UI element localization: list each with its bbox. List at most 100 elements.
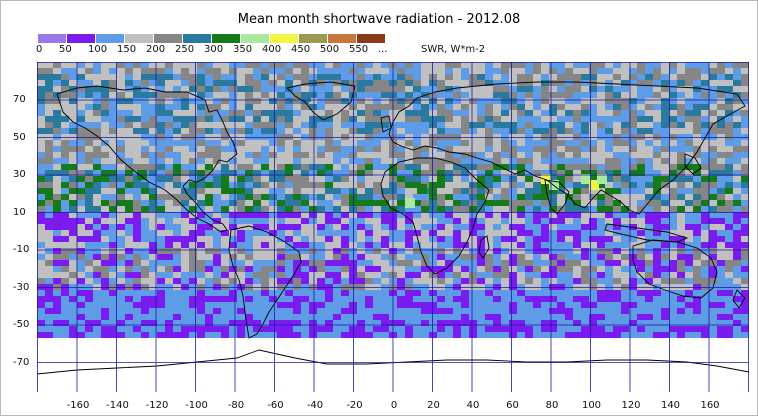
radiation-cell — [381, 296, 389, 302]
radiation-cell — [653, 206, 661, 212]
radiation-cell — [53, 290, 61, 296]
radiation-cell — [717, 68, 725, 74]
radiation-cell — [653, 200, 661, 206]
radiation-cell — [293, 146, 301, 152]
radiation-cell — [253, 266, 261, 272]
legend-tick-label: ... — [378, 44, 388, 55]
radiation-cell — [61, 314, 69, 320]
radiation-cell — [613, 80, 621, 86]
radiation-cell — [453, 146, 461, 152]
radiation-cell — [581, 128, 589, 134]
radiation-cell — [381, 104, 389, 110]
radiation-cell — [365, 158, 373, 164]
radiation-cell — [645, 146, 653, 152]
radiation-cell — [413, 134, 421, 140]
radiation-cell — [333, 188, 341, 194]
radiation-cell — [381, 236, 389, 242]
radiation-cell — [669, 206, 677, 212]
radiation-cell — [597, 302, 605, 308]
radiation-cell — [197, 284, 205, 290]
radiation-cell — [477, 332, 485, 338]
radiation-cell — [181, 146, 189, 152]
radiation-cell — [685, 104, 693, 110]
radiation-cell — [125, 242, 133, 248]
radiation-cell — [701, 68, 709, 74]
radiation-cell — [701, 74, 709, 80]
radiation-cell — [261, 74, 269, 80]
radiation-cell — [125, 146, 133, 152]
radiation-cell — [173, 104, 181, 110]
radiation-cell — [741, 128, 749, 134]
radiation-cell — [301, 230, 309, 236]
radiation-cell — [109, 326, 117, 332]
radiation-cell — [509, 86, 517, 92]
radiation-cell — [93, 182, 101, 188]
radiation-cell — [245, 266, 253, 272]
radiation-cell — [365, 98, 373, 104]
radiation-cell — [637, 308, 645, 314]
radiation-cell — [661, 176, 669, 182]
radiation-cell — [613, 140, 621, 146]
radiation-cell — [429, 236, 437, 242]
radiation-cell — [445, 92, 453, 98]
legend-tick-label: 550 — [349, 44, 368, 55]
radiation-cell — [557, 86, 565, 92]
radiation-cell — [645, 74, 653, 80]
radiation-cell — [261, 140, 269, 146]
radiation-cell — [733, 332, 741, 338]
radiation-cell — [621, 218, 629, 224]
radiation-cell — [245, 158, 253, 164]
radiation-cell — [309, 62, 317, 68]
radiation-cell — [621, 152, 629, 158]
radiation-cell — [437, 230, 445, 236]
radiation-cell — [165, 254, 173, 260]
radiation-cell — [373, 290, 381, 296]
radiation-cell — [213, 248, 221, 254]
radiation-cell — [493, 98, 501, 104]
radiation-cell — [61, 164, 69, 170]
radiation-cell — [685, 62, 693, 68]
radiation-cell — [325, 182, 333, 188]
radiation-cell — [677, 152, 685, 158]
radiation-cell — [429, 308, 437, 314]
radiation-cell — [261, 308, 269, 314]
longitude-label: 80 — [532, 400, 572, 411]
radiation-cell — [53, 248, 61, 254]
radiation-cell — [557, 278, 565, 284]
radiation-cell — [541, 86, 549, 92]
radiation-cell — [285, 104, 293, 110]
radiation-cell — [341, 266, 349, 272]
radiation-cell — [309, 140, 317, 146]
radiation-cell — [237, 86, 245, 92]
radiation-cell — [357, 200, 365, 206]
radiation-cell — [325, 164, 333, 170]
radiation-cell — [341, 230, 349, 236]
radiation-cell — [405, 284, 413, 290]
radiation-cell — [709, 152, 717, 158]
radiation-cell — [357, 140, 365, 146]
radiation-cell — [533, 278, 541, 284]
radiation-cell — [453, 200, 461, 206]
radiation-cell — [701, 188, 709, 194]
radiation-cell — [325, 266, 333, 272]
radiation-cell — [69, 176, 77, 182]
radiation-cell — [717, 254, 725, 260]
radiation-cell — [197, 68, 205, 74]
radiation-cell — [77, 236, 85, 242]
radiation-cell — [53, 158, 61, 164]
radiation-cell — [541, 326, 549, 332]
radiation-cell — [421, 116, 429, 122]
latitude-label: -50 — [13, 319, 29, 330]
radiation-cell — [565, 80, 573, 86]
radiation-cell — [533, 122, 541, 128]
radiation-cell — [333, 140, 341, 146]
radiation-cell — [573, 152, 581, 158]
radiation-cell — [117, 206, 125, 212]
radiation-cell — [557, 272, 565, 278]
radiation-cell — [613, 326, 621, 332]
radiation-cell — [85, 176, 93, 182]
radiation-cell — [437, 296, 445, 302]
radiation-cell — [597, 332, 605, 338]
radiation-cell — [549, 116, 557, 122]
radiation-cell — [373, 140, 381, 146]
